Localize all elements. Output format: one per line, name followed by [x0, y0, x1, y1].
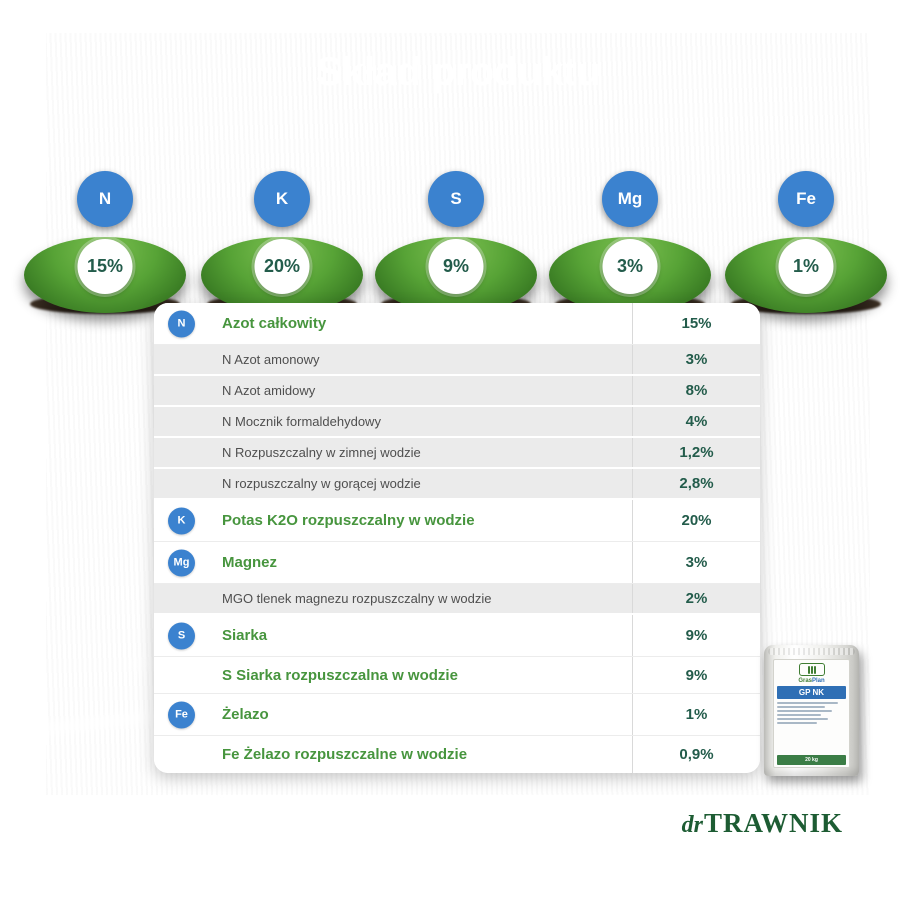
element-badge: Fe [168, 701, 195, 728]
composition-table: N Azot całkowity 15% N Azot amonowy 3% N… [154, 303, 760, 773]
table-row: N Azot całkowity 15% [154, 303, 760, 345]
row-label-cell: N Azot amonowy [154, 345, 632, 374]
element-symbol-badge: K [254, 171, 310, 227]
drtrawnik-logo: drTRAWNIK [682, 808, 843, 840]
row-label-cell: N Mocznik formaldehydowy [154, 407, 632, 436]
element-percent: 1% [778, 239, 834, 294]
row-label: S Siarka rozpuszczalna w wodzie [222, 666, 458, 684]
row-value: 4% [632, 407, 760, 436]
element-symbol-badge: Mg [602, 171, 658, 227]
row-label: Azot całkowity [222, 315, 327, 332]
row-value: 8% [632, 376, 760, 405]
row-value: 3% [632, 345, 760, 374]
row-value: 15% [632, 303, 760, 344]
table-row: N Mocznik formaldehydowy 4% [154, 407, 760, 438]
row-label-cell: N Rozpuszczalny w zimnej wodzie [154, 438, 632, 467]
row-label: Siarka [222, 627, 268, 644]
table-row: S Siarka 9% [154, 615, 760, 657]
row-label: Magnez [222, 554, 278, 571]
element-badge: Mg [168, 549, 195, 576]
row-label-cell: N Azot całkowity [154, 303, 632, 344]
table-row: K Potas K2O rozpuszczalny w wodzie 20% [154, 500, 760, 542]
element-badge: N [168, 310, 195, 337]
element-column-s: S 9% [366, 66, 546, 326]
row-value: 20% [632, 500, 760, 541]
row-value: 2,8% [632, 469, 760, 498]
table-row: MGO tlenek magnezu rozpuszczalny w wodzi… [154, 584, 760, 615]
row-label: N Rozpuszczalny w zimnej wodzie [222, 445, 421, 460]
table-row: N Rozpuszczalny w zimnej wodzie 1,2% [154, 438, 760, 469]
table-row: N Azot amonowy 3% [154, 345, 760, 376]
row-label-cell: Fe Żelazo rozpuszczalne w wodzie [154, 736, 632, 773]
element-percent: 20% [254, 239, 310, 294]
row-label-cell: N rozpuszczalny w gorącej wodzie [154, 469, 632, 498]
row-label: N Azot amidowy [222, 383, 316, 398]
row-label-cell: K Potas K2O rozpuszczalny w wodzie [154, 500, 632, 541]
element-symbol-badge: N [77, 171, 133, 227]
row-value: 3% [632, 542, 760, 583]
logo-name: TRAWNIK [703, 808, 843, 838]
row-label-cell: N Azot amidowy [154, 376, 632, 405]
row-label-cell: MGO tlenek magnezu rozpuszczalny w wodzi… [154, 584, 632, 613]
element-symbol-badge: S [428, 171, 484, 227]
bag-smallprint [777, 702, 846, 724]
table-row: Fe Żelazo rozpuszczalne w wodzie 0,9% [154, 736, 760, 773]
element-percent: 3% [602, 239, 658, 294]
bag-product-name: GP NK [777, 686, 846, 699]
table-row: S Siarka rozpuszczalna w wodzie 9% [154, 657, 760, 694]
row-label: Potas K2O rozpuszczalny w wodzie [222, 512, 475, 529]
row-label: N rozpuszczalny w gorącej wodzie [222, 476, 421, 491]
row-label-cell: Fe Żelazo [154, 694, 632, 735]
table-row: Fe Żelazo 1% [154, 694, 760, 736]
bag-weight: 20 kg [777, 755, 846, 765]
row-label-cell: S Siarka [154, 615, 632, 656]
bag-logo-icon [798, 663, 825, 676]
logo-prefix: dr [681, 812, 703, 838]
row-label: N Azot amonowy [222, 352, 320, 367]
table-row: Mg Magnez 3% [154, 542, 760, 584]
bag-brand-part1: Gras [798, 678, 812, 684]
row-value: 2% [632, 584, 760, 613]
row-label: MGO tlenek magnezu rozpuszczalny w wodzi… [222, 591, 492, 606]
row-label: Żelazo [222, 706, 269, 723]
element-column-n: N 15% [15, 66, 195, 326]
row-value: 1,2% [632, 438, 760, 467]
element-badge: K [168, 507, 195, 534]
row-label: N Mocznik formaldehydowy [222, 414, 381, 429]
bag-brand-part2: Plan [812, 678, 825, 684]
row-value: 9% [632, 615, 760, 656]
row-value: 0,9% [632, 736, 760, 773]
element-symbol-badge: Fe [778, 171, 834, 227]
light-spot [208, 773, 236, 801]
light-spot [124, 647, 158, 681]
row-value: 9% [632, 657, 760, 693]
page-title: Skład produktu [315, 50, 601, 94]
bag-label: GrasPlan GP NK 20 kg [773, 659, 850, 768]
element-column-k: K 20% [192, 66, 372, 326]
element-percent: 15% [77, 239, 133, 294]
row-label-cell: S Siarka rozpuszczalna w wodzie [154, 657, 632, 693]
bag-brand: GrasPlan [798, 678, 824, 684]
element-percent: 9% [428, 239, 484, 294]
row-label: Fe Żelazo rozpuszczalne w wodzie [222, 746, 468, 763]
product-bag: GrasPlan GP NK 20 kg [764, 645, 859, 776]
element-badge: S [168, 622, 195, 649]
element-column-mg: Mg 3% [540, 66, 720, 326]
element-column-fe: Fe 1% [716, 66, 896, 326]
row-label-cell: Mg Magnez [154, 542, 632, 583]
row-value: 1% [632, 694, 760, 735]
table-row: N rozpuszczalny w gorącej wodzie 2,8% [154, 469, 760, 500]
table-row: N Azot amidowy 8% [154, 376, 760, 407]
